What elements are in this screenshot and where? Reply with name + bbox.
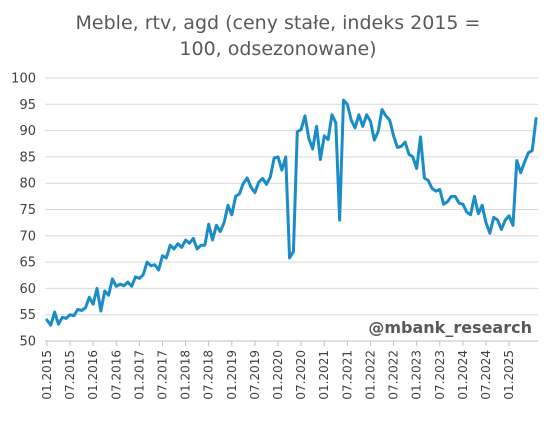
chart-title-line-1: Meble, rtv, agd (ceny stałe, indeks 2015…: [75, 12, 481, 34]
x-tick-label: 07.2020: [294, 350, 308, 400]
x-tick-label: 07.2016: [109, 350, 123, 400]
x-tick-label: 01.2023: [410, 350, 424, 400]
y-tick-label: 60: [19, 282, 36, 297]
x-tick-label: 01.2025: [502, 350, 516, 400]
y-tick-label: 65: [19, 256, 36, 271]
x-tick-label: 07.2023: [433, 350, 447, 400]
y-tick-label: 90: [19, 124, 36, 139]
x-tick-label: 07.2018: [202, 350, 216, 400]
chart-title: Meble, rtv, agd (ceny stałe, indeks 2015…: [0, 10, 556, 62]
x-tick-label: 01.2019: [225, 350, 239, 400]
x-tick-label: 07.2019: [248, 350, 262, 400]
x-tick-label: 01.2022: [363, 350, 377, 400]
x-tick-label: 01.2015: [40, 350, 54, 400]
y-tick-label: 75: [19, 203, 36, 218]
x-tick-label: 01.2020: [271, 350, 285, 400]
series-line: [45, 98, 538, 327]
y-tick-label: 100: [11, 72, 36, 87]
y-tick-label: 85: [19, 150, 36, 165]
y-tick-label: 95: [19, 98, 36, 113]
y-tick-label: 55: [19, 308, 36, 323]
x-tick-label: 07.2017: [155, 350, 169, 400]
x-tick-label: 07.2022: [387, 350, 401, 400]
x-tick-label: 01.2021: [317, 350, 331, 400]
x-tick-label: 01.2018: [179, 350, 193, 400]
y-tick-label: 70: [19, 229, 36, 244]
watermark-text: @mbank_research: [368, 318, 532, 337]
gridlines: [45, 77, 538, 316]
x-tick-label: 07.2015: [63, 350, 77, 400]
y-tick-label: 80: [19, 177, 36, 192]
x-tick-label: 07.2024: [479, 350, 493, 400]
y-axis-ticks: 50 55 60 65 70 75 80 85 90 95 100: [11, 72, 36, 350]
x-tick-label: 01.2017: [132, 350, 146, 400]
x-tick-label: 01.2016: [86, 350, 100, 400]
chart-title-line-2: 100, odsezonowane): [179, 38, 377, 60]
x-tick-label: 07.2021: [340, 350, 354, 400]
y-tick-label: 50: [19, 335, 36, 350]
x-axis-ticks: 01.2015 07.2015 01.2016 07.2016 01.2017 07.20…: [40, 341, 516, 400]
x-tick-label: 01.2024: [456, 350, 470, 400]
